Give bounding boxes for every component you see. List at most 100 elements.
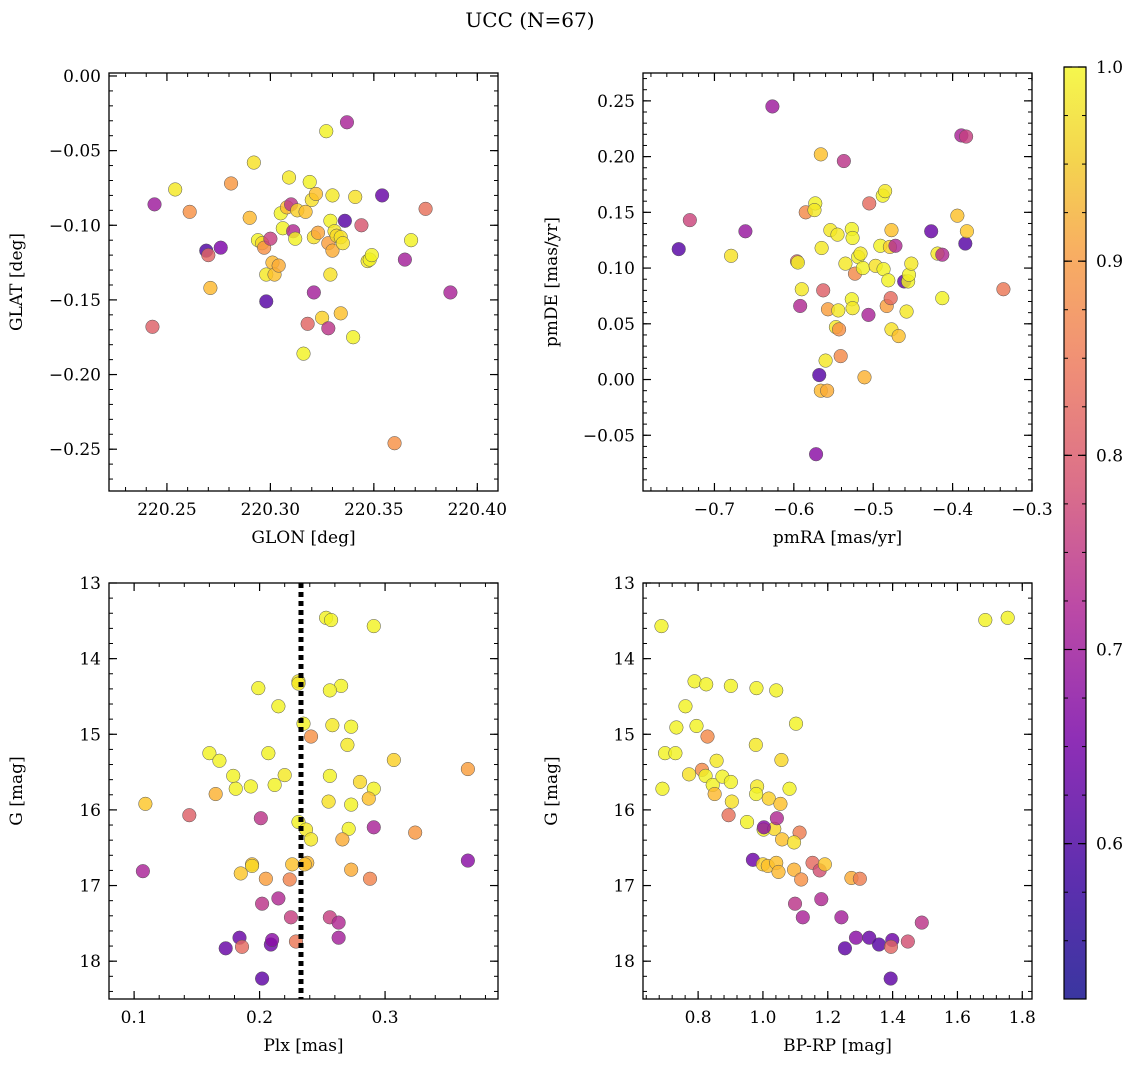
scatter-point (271, 699, 286, 714)
x-tick-label: 220.40 (448, 500, 507, 520)
scatter-point (315, 310, 330, 325)
subplot-1: 220.25 220.30 220.35 220.40 0.00 −0.05 −0.10 −0… (7, 67, 507, 548)
scatter-point (668, 746, 683, 761)
scatter-point (341, 821, 356, 836)
scatter-point (213, 240, 228, 255)
scatter-point (756, 820, 771, 835)
scatter-point (790, 255, 805, 270)
scatter-point (344, 797, 359, 812)
y-tick-label: 14 (613, 650, 635, 670)
scatter-point (765, 99, 780, 114)
y-tick-label: 15 (613, 725, 635, 745)
scatter-point (182, 204, 197, 219)
scatter-point (234, 939, 250, 954)
scatter-point (460, 853, 475, 868)
scatter-point (862, 930, 877, 945)
scatter-point (387, 436, 402, 451)
minor-ticks (109, 73, 499, 491)
scatter-point (346, 330, 361, 345)
scatter-point (271, 258, 286, 273)
x-tick-label: 220.25 (137, 500, 196, 520)
scatter-point (816, 283, 831, 298)
y-tick-label: 14 (79, 650, 101, 670)
subplot-3: 0.1 0.2 0.3 13 14 15 16 17 18 Plx [mas] G [mag] (7, 574, 499, 1056)
scatter-point (769, 683, 784, 698)
scatter-point (794, 282, 809, 297)
scatter-point (325, 243, 340, 258)
scatter-point (787, 835, 802, 850)
axes-frame (108, 72, 499, 492)
scatter-point (950, 208, 965, 223)
x-tick-label: −0.6 (773, 500, 814, 520)
y-tick-label: 0.15 (597, 203, 635, 223)
x-axis-label: BP-RP [mag] (783, 1036, 892, 1056)
scatter-point (1000, 610, 1015, 625)
scatter-point (362, 871, 378, 886)
y-tick-label: 0.05 (597, 315, 635, 335)
scatter-point (218, 941, 233, 956)
scatter-point (671, 242, 686, 257)
scatter-point (787, 862, 802, 877)
x-tick-label: 220.35 (344, 500, 403, 520)
scatter-point (324, 613, 339, 628)
scatter-point (267, 777, 282, 792)
scatter-point (296, 346, 311, 361)
scatter-points (135, 610, 475, 986)
scatter-point (361, 791, 376, 806)
scatter-point (322, 683, 337, 698)
y-axis-label: G [mag] (7, 756, 27, 825)
scatter-point (203, 280, 218, 296)
scatter-point (339, 115, 355, 130)
y-tick-label: −0.05 (49, 142, 101, 162)
scatter-point (245, 858, 260, 873)
scatter-point (935, 291, 950, 306)
scatter-point (871, 937, 887, 952)
scatter-point (996, 282, 1011, 297)
y-tick-label: 13 (79, 574, 101, 594)
scatter-point (147, 197, 162, 212)
scatter-point (233, 866, 248, 881)
scatter-point (888, 238, 903, 253)
colorbar-tick-label: 0.7 (1096, 641, 1123, 661)
scatter-point (322, 768, 337, 783)
scatter-point (654, 619, 669, 634)
y-tick-label: 18 (613, 952, 635, 972)
y-tick-label: 15 (79, 725, 101, 745)
scatter-point (924, 224, 939, 239)
scatter-point (212, 753, 227, 768)
scatter-point (366, 619, 381, 634)
scatter-point (834, 910, 849, 925)
scatter-point (853, 246, 868, 261)
y-tick-label: −0.10 (49, 216, 101, 236)
scatter-point (344, 862, 359, 877)
colorbar-tick-label: 0.8 (1096, 446, 1123, 466)
scatter-point (669, 720, 684, 735)
scatter-point (820, 383, 835, 398)
scatter-point (255, 971, 270, 986)
x-tick-label: 0.8 (685, 1008, 712, 1028)
scatter-points (145, 115, 458, 451)
scatter-point (310, 225, 326, 240)
x-tick-label: 0.3 (372, 1008, 399, 1028)
scatter-point (773, 796, 788, 811)
x-tick-label: 1.0 (749, 1008, 776, 1028)
scatter-point (958, 236, 973, 251)
scatter-point (740, 814, 755, 830)
subplot-2: −0.7 −0.6 −0.5 −0.4 −0.3 −0.05 0.00 0.05 0.10 0.1… (542, 72, 1053, 548)
scatter-point (145, 319, 160, 334)
scatter-point (404, 233, 419, 248)
colorbar-gradient (1063, 66, 1087, 1000)
x-tick-label: −0.4 (932, 500, 973, 520)
scatter-point (852, 871, 867, 886)
minor-ticks (108, 582, 498, 999)
scatter-point (443, 285, 458, 300)
scatter-point (689, 718, 704, 734)
x-axis-label: pmRA [mas/yr] (773, 528, 902, 548)
scatter-point (281, 170, 297, 185)
scatter-point (904, 256, 919, 271)
scatter-point (277, 768, 292, 783)
scatter-point (749, 681, 764, 696)
scatter-point (795, 910, 810, 925)
scatter-point (259, 294, 274, 309)
